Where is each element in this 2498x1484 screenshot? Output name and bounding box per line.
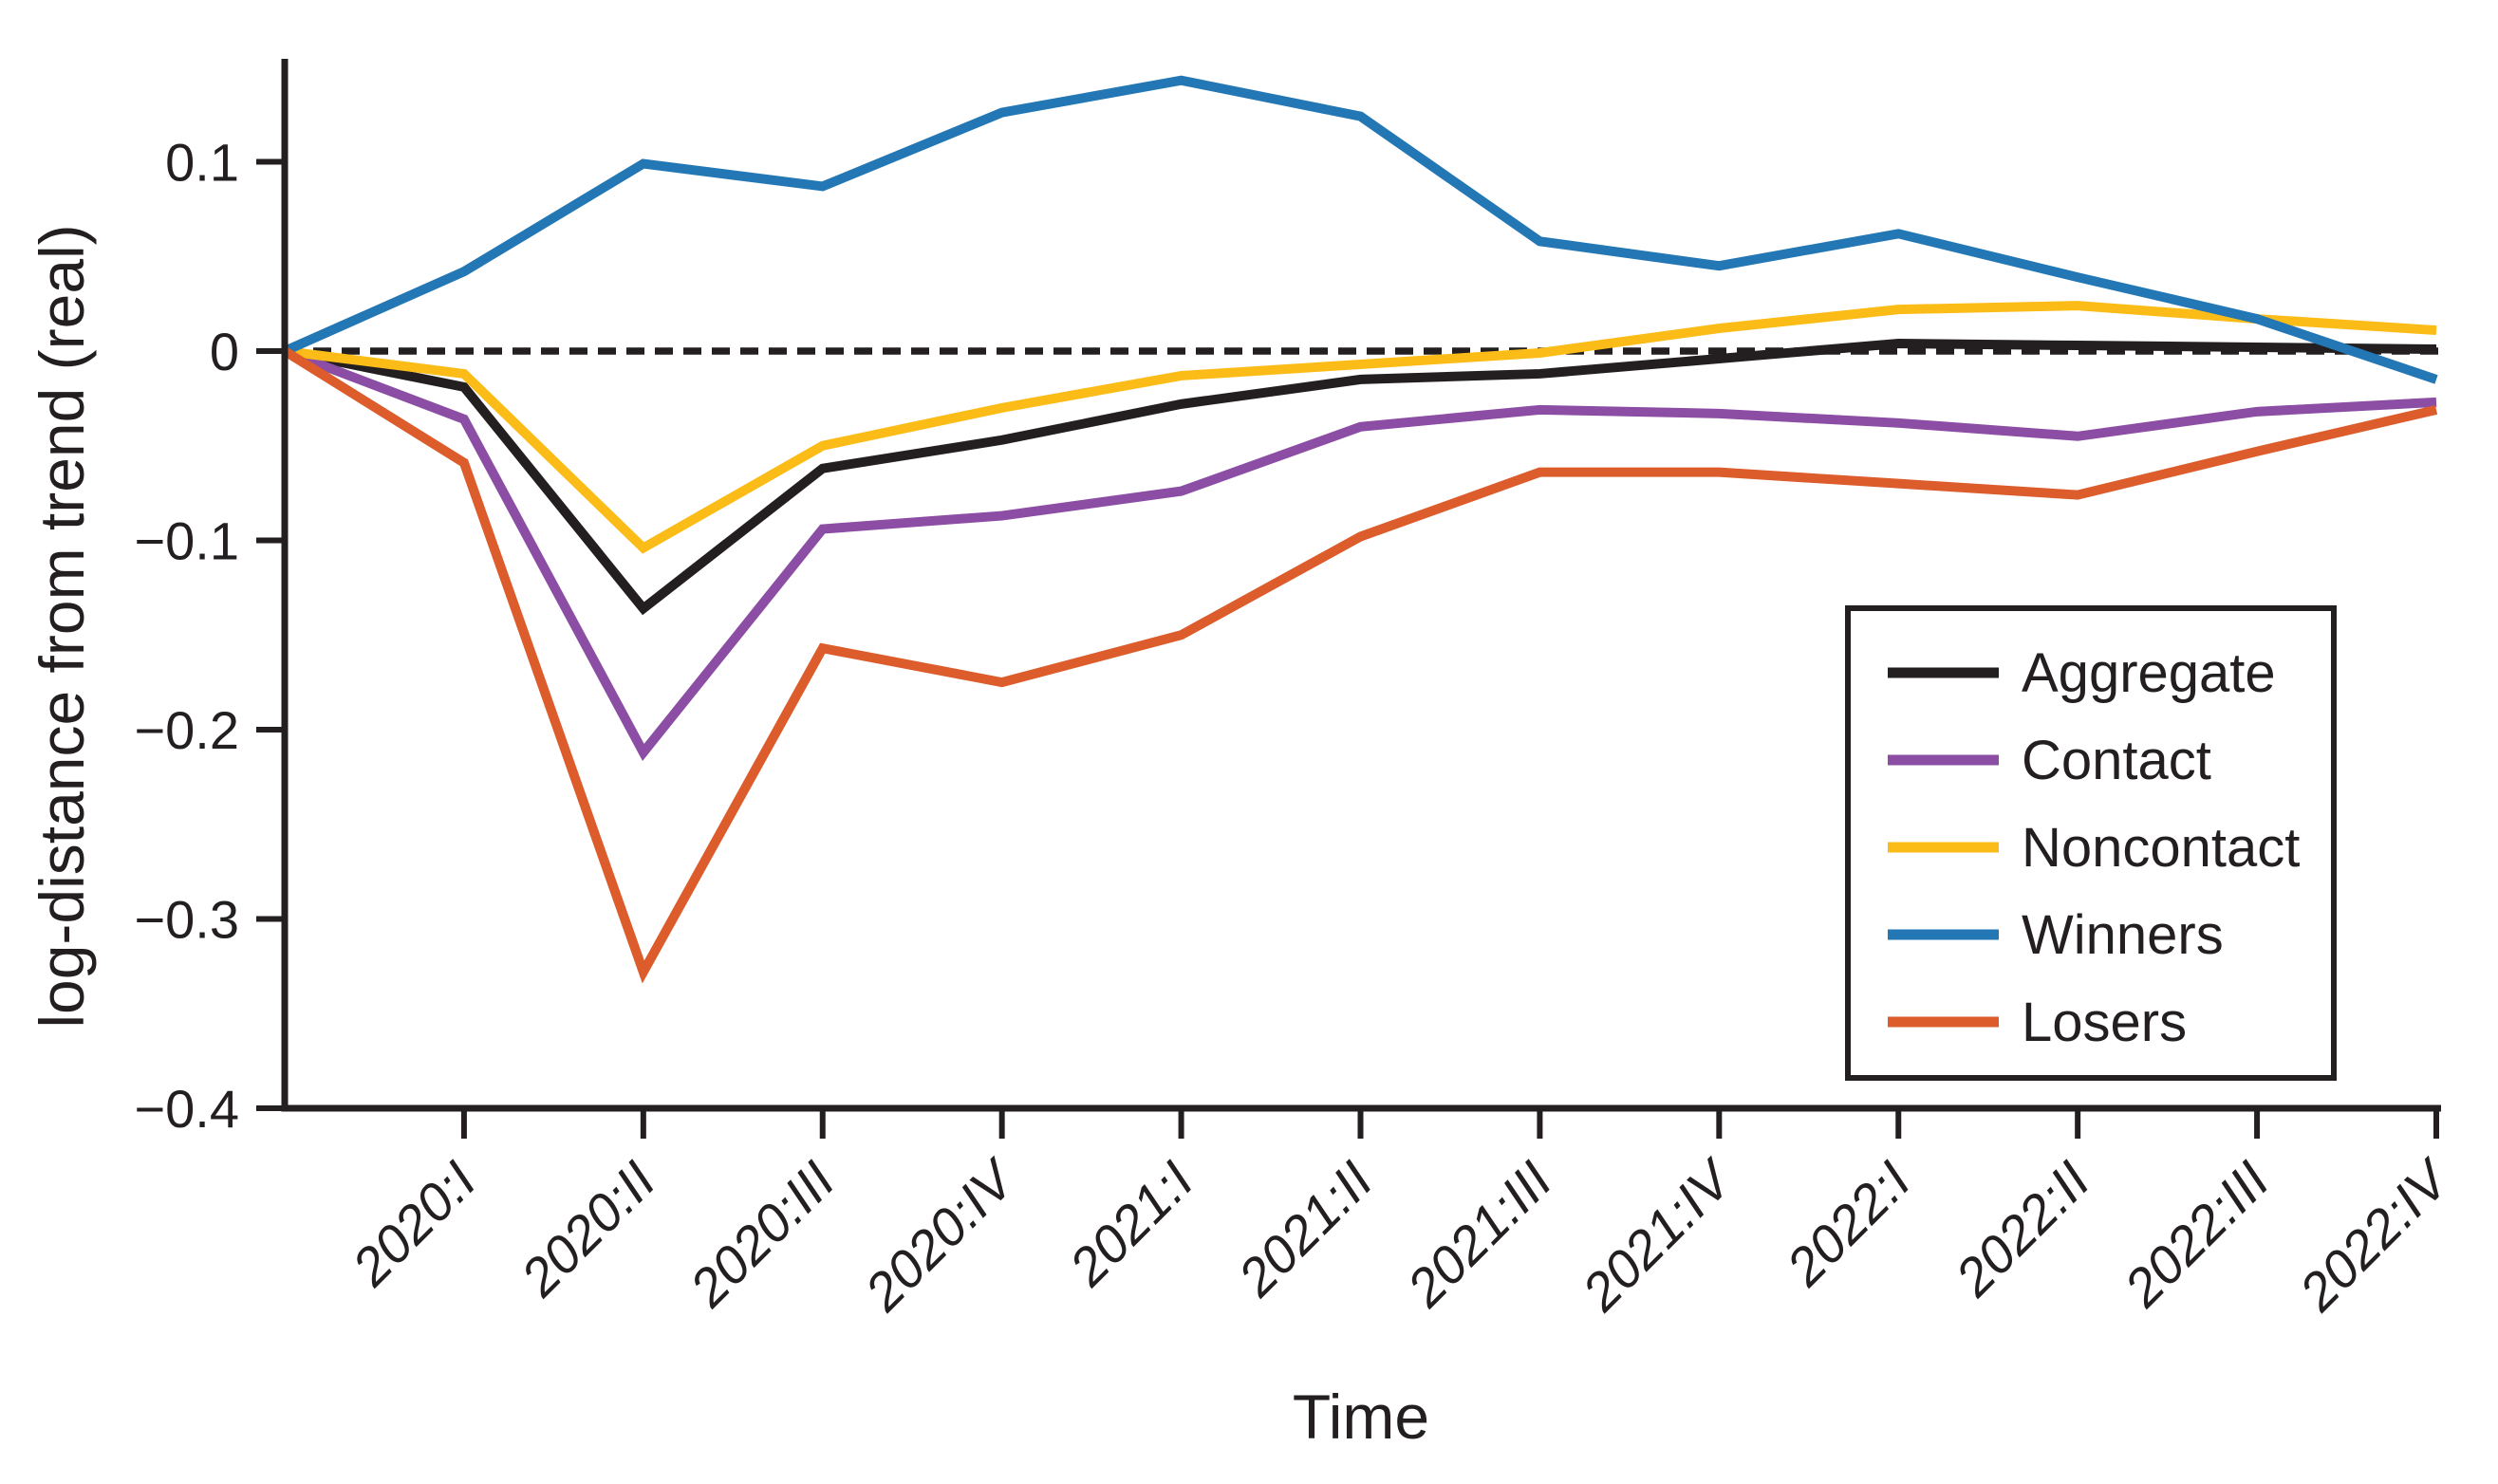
series-line-contact [283,346,2437,761]
y-tick-label: −0.3 [134,890,239,950]
x-tick-label: 2021:III [1395,1150,1563,1318]
x-tick-label: 2021:II [1226,1150,1384,1308]
x-tick-label: 2022:III [2112,1150,2280,1318]
x-tick-label: 2020:I [340,1150,487,1297]
y-tick-label: −0.4 [134,1079,239,1139]
x-tick-label: 2021:IV [1570,1147,1745,1323]
legend-label-winners: Winners [2022,904,2224,966]
y-tick-label: 0.1 [165,133,239,193]
x-tick-label: 2020:IV [852,1147,1028,1323]
y-tick-label: −0.1 [134,511,239,571]
legend-label-aggregate: Aggregate [2022,642,2276,704]
legend-group: Aggregate Contact Noncontact Winners Losers [1845,605,2337,1081]
x-axis-title: Time [1293,1382,1429,1452]
x-tick-label: 2021:I [1057,1150,1204,1297]
x-tick-label: 2022:II [1943,1150,2100,1308]
x-tick-label: 2022:IV [2287,1147,2463,1323]
y-tick-label: −0.2 [134,700,239,760]
series-group [282,75,2438,984]
legend-label-contact: Contact [2022,730,2211,791]
legend-label-losers: Losers [2022,992,2187,1053]
x-ticks-group: 2020:I 2020:II 2020:III 2020:IV 2021:I 2021:I… [340,1108,2463,1323]
legend-label-noncontact: Noncontact [2022,817,2300,879]
series-line-winners [282,75,2438,384]
series-line-aggregate [284,339,2437,616]
series-line-losers [282,346,2438,984]
series-line-noncontact [284,301,2437,554]
y-axis-title: log-distance from trend (real) [27,224,97,1028]
y-ticks-group: 0.1 0 −0.1 −0.2 −0.3 −0.4 [134,133,285,1139]
x-tick-label: 2020:II [509,1150,666,1308]
x-tick-label: 2022:I [1774,1150,1921,1297]
x-tick-label: 2020:III [678,1150,846,1318]
y-tick-label: 0 [210,322,239,381]
